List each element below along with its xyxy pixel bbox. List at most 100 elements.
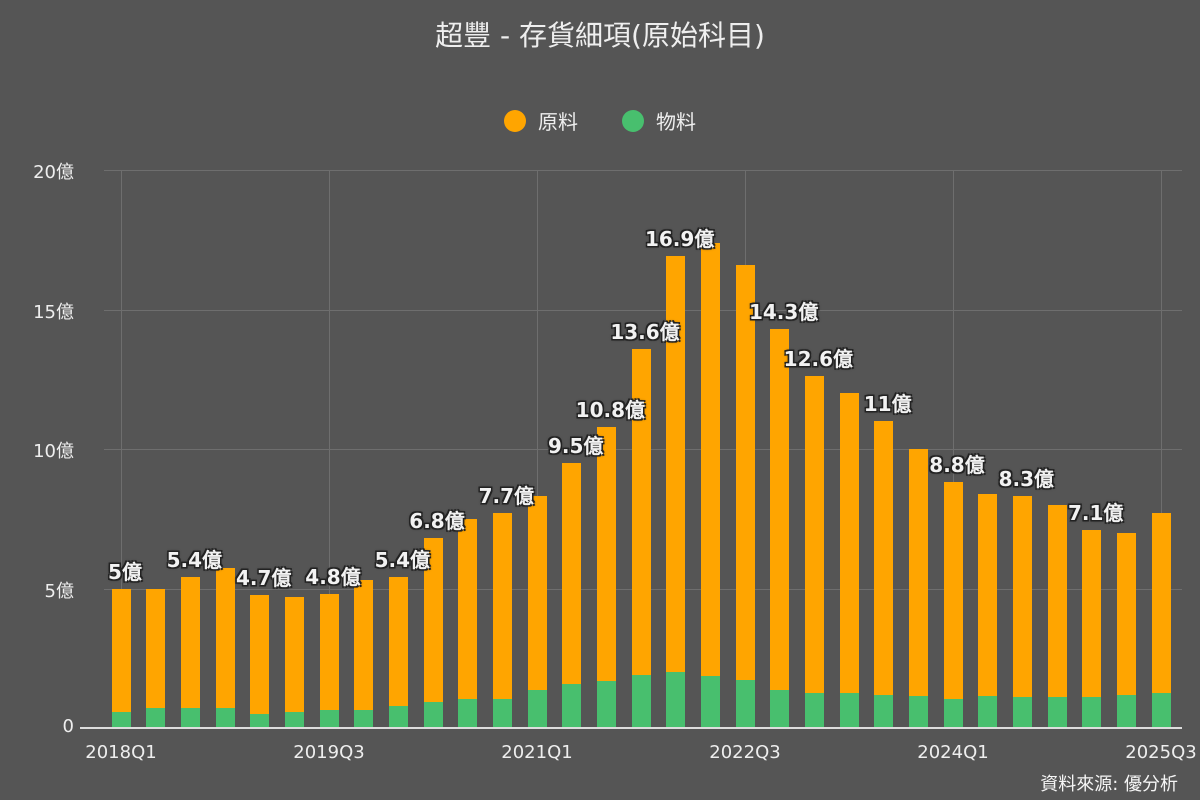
bar-2023Q2[interactable] [839, 393, 859, 728]
bar-segment-supplies[interactable] [1082, 696, 1102, 728]
bar-2020Q2[interactable] [423, 538, 443, 728]
bar-segment-raw-material[interactable] [700, 242, 720, 677]
bar-2020Q1[interactable] [388, 577, 408, 728]
bar-segment-raw-material[interactable] [527, 496, 547, 691]
bar-segment-raw-material[interactable] [250, 595, 270, 715]
bar-2025Q3[interactable] [1151, 513, 1171, 728]
bar-segment-raw-material[interactable] [146, 588, 166, 709]
x-tick-label: 2025Q3 [1125, 742, 1197, 763]
bar-segment-raw-material[interactable] [770, 329, 790, 691]
bar-segment-supplies[interactable] [839, 692, 859, 728]
legend-dot-icon [504, 109, 526, 132]
bar-2024Q4[interactable] [1047, 504, 1067, 728]
bar-segment-raw-material[interactable] [215, 567, 235, 709]
bar-2019Q3[interactable] [319, 594, 339, 728]
bar-segment-raw-material[interactable] [735, 264, 755, 681]
bar-2022Q3[interactable] [735, 264, 755, 728]
bar-segment-raw-material[interactable] [874, 421, 894, 695]
bar-segment-raw-material[interactable] [908, 449, 928, 697]
bar-2019Q2[interactable] [284, 596, 304, 728]
bar-2022Q1[interactable] [666, 256, 686, 728]
bar-2019Q1[interactable] [250, 595, 270, 728]
bar-segment-supplies[interactable] [284, 712, 304, 728]
bar-2020Q3[interactable] [458, 518, 478, 728]
bar-segment-raw-material[interactable] [1151, 513, 1171, 693]
bar-2024Q1[interactable] [943, 482, 963, 728]
bar-segment-raw-material[interactable] [458, 518, 478, 699]
bar-segment-raw-material[interactable] [666, 256, 686, 673]
bar-segment-raw-material[interactable] [388, 577, 408, 706]
bar-segment-raw-material[interactable] [1012, 496, 1032, 697]
bar-2024Q2[interactable] [978, 493, 998, 728]
bar-segment-raw-material[interactable] [596, 426, 616, 681]
bar-2021Q2[interactable] [562, 462, 582, 728]
bar-segment-supplies[interactable] [596, 680, 616, 728]
bar-2018Q3[interactable] [180, 577, 200, 728]
bar-segment-supplies[interactable] [562, 684, 582, 728]
bar-segment-supplies[interactable] [631, 674, 651, 728]
bar-2021Q1[interactable] [527, 496, 547, 728]
bar-segment-supplies[interactable] [215, 708, 235, 728]
bar-2018Q4[interactable] [215, 567, 235, 728]
bar-2023Q1[interactable] [804, 376, 824, 728]
bar-segment-supplies[interactable] [770, 690, 790, 728]
bar-segment-supplies[interactable] [492, 698, 512, 728]
bar-segment-raw-material[interactable] [111, 588, 131, 713]
bar-segment-raw-material[interactable] [978, 493, 998, 697]
bar-segment-supplies[interactable] [458, 698, 478, 728]
bar-segment-supplies[interactable] [978, 696, 998, 728]
data-label: 5億 [108, 559, 142, 584]
bar-segment-supplies[interactable] [1047, 696, 1067, 728]
bar-segment-raw-material[interactable] [180, 577, 200, 709]
bar-segment-supplies[interactable] [735, 680, 755, 728]
bar-segment-raw-material[interactable] [1082, 529, 1102, 697]
bar-segment-supplies[interactable] [666, 672, 686, 728]
bar-segment-supplies[interactable] [1012, 696, 1032, 728]
bar-segment-raw-material[interactable] [284, 596, 304, 713]
bar-2018Q1[interactable] [111, 588, 131, 728]
bar-2020Q4[interactable] [492, 513, 512, 728]
bar-segment-supplies[interactable] [908, 696, 928, 728]
bar-2021Q4[interactable] [631, 348, 651, 728]
bar-2023Q3[interactable] [874, 421, 894, 728]
bar-segment-supplies[interactable] [943, 698, 963, 728]
bar-segment-raw-material[interactable] [1116, 532, 1136, 695]
bar-segment-supplies[interactable] [319, 710, 339, 728]
bar-segment-raw-material[interactable] [631, 348, 651, 675]
bar-2023Q4[interactable] [908, 449, 928, 728]
bar-2024Q3[interactable] [1012, 496, 1032, 728]
bar-segment-supplies[interactable] [700, 676, 720, 728]
bar-segment-raw-material[interactable] [943, 482, 963, 699]
bar-segment-raw-material[interactable] [804, 376, 824, 693]
bar-segment-supplies[interactable] [1151, 692, 1171, 728]
bar-segment-supplies[interactable] [423, 702, 443, 728]
bar-segment-raw-material[interactable] [839, 393, 859, 693]
bar-segment-supplies[interactable] [250, 714, 270, 728]
bar-segment-supplies[interactable] [874, 694, 894, 728]
bar-segment-supplies[interactable] [146, 708, 166, 728]
bar-segment-raw-material[interactable] [1047, 504, 1067, 697]
bar-2018Q2[interactable] [146, 588, 166, 728]
bar-segment-supplies[interactable] [527, 690, 547, 728]
bar-2025Q2[interactable] [1116, 532, 1136, 728]
bar-segment-supplies[interactable] [1116, 694, 1136, 728]
data-label: 7.7億 [478, 484, 535, 509]
legend-item-supplies[interactable]: 物料 [622, 106, 696, 135]
v-gridline [1161, 170, 1162, 728]
bar-2021Q3[interactable] [596, 426, 616, 728]
bar-segment-supplies[interactable] [111, 712, 131, 728]
bar-2025Q1[interactable] [1082, 529, 1102, 728]
bar-2019Q4[interactable] [354, 580, 374, 728]
bar-segment-supplies[interactable] [180, 708, 200, 728]
bar-segment-supplies[interactable] [354, 710, 374, 728]
bar-segment-supplies[interactable] [804, 692, 824, 728]
bar-2022Q2[interactable] [700, 242, 720, 728]
bar-2022Q4[interactable] [770, 329, 790, 728]
bar-segment-raw-material[interactable] [492, 513, 512, 699]
legend-item-raw-material[interactable]: 原料 [504, 106, 578, 135]
bar-segment-raw-material[interactable] [319, 594, 339, 711]
bar-segment-raw-material[interactable] [562, 462, 582, 685]
bar-segment-supplies[interactable] [388, 705, 408, 728]
bar-segment-raw-material[interactable] [354, 580, 374, 711]
bar-segment-raw-material[interactable] [423, 538, 443, 703]
